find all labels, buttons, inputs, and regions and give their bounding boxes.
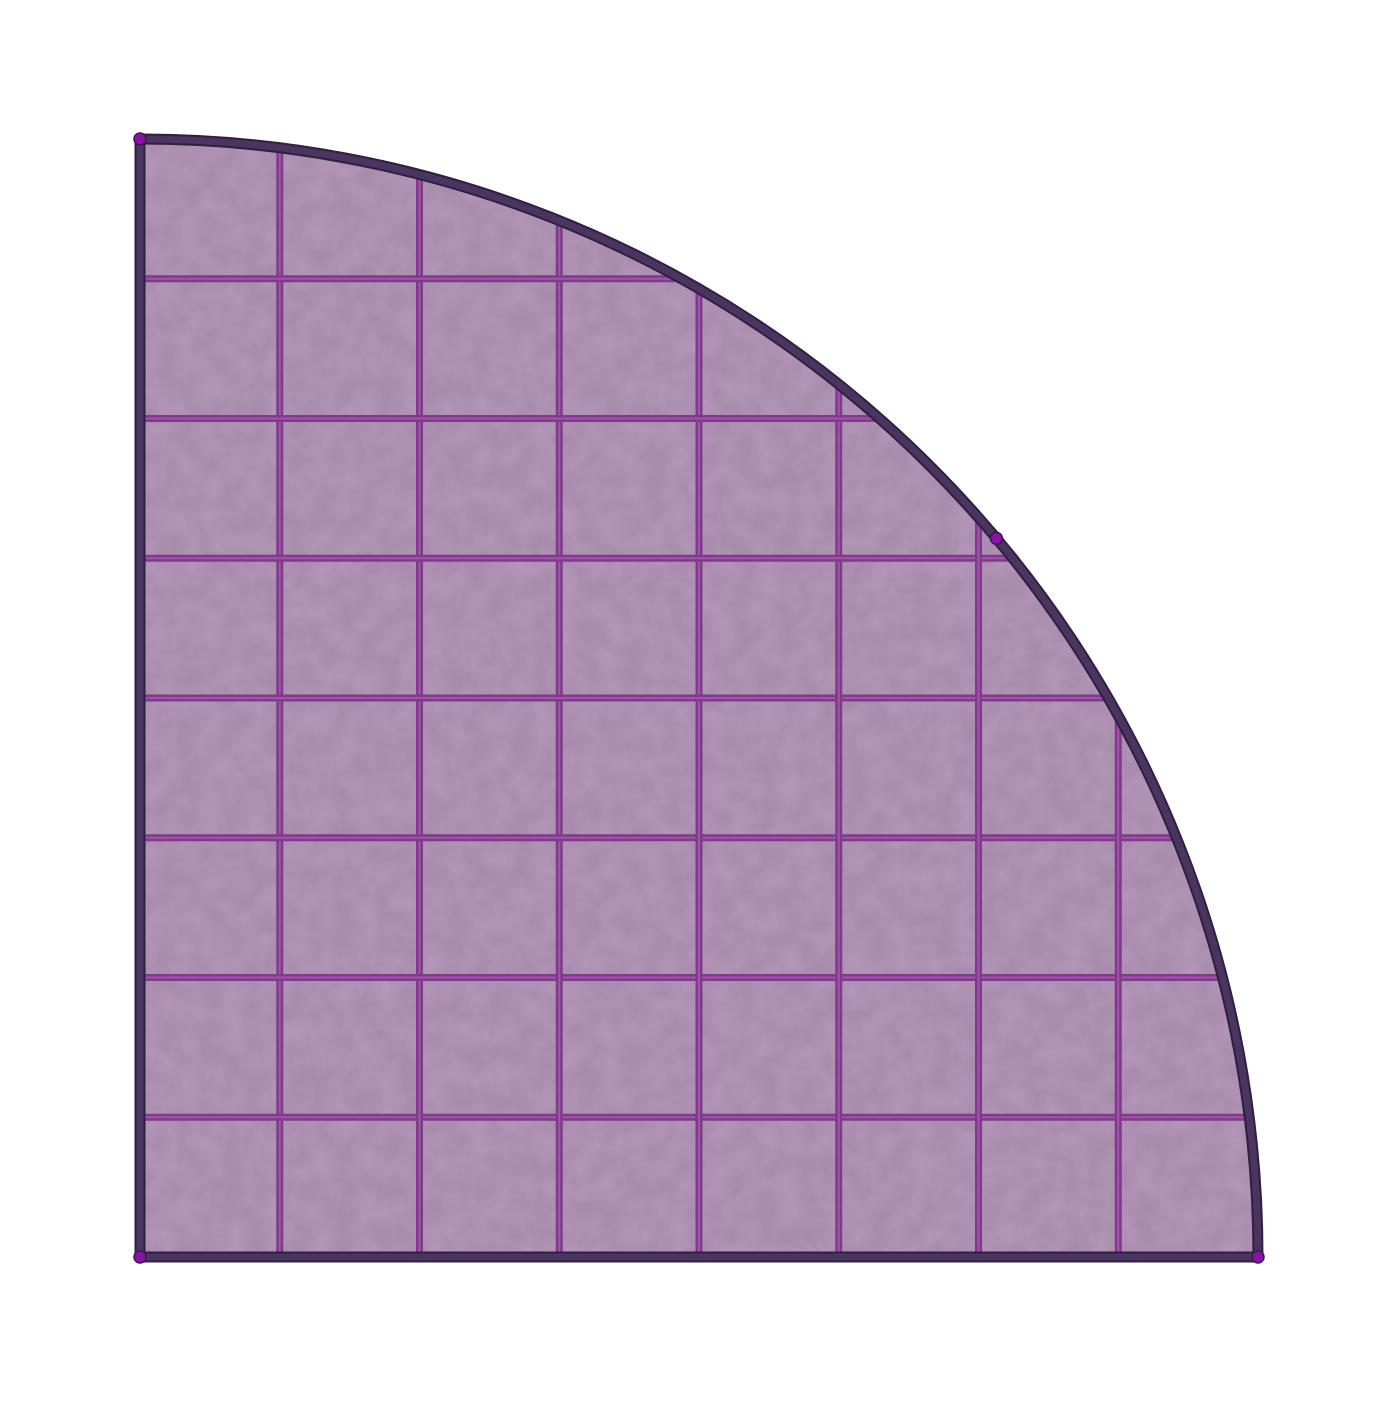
vertex-markers (133, 132, 1265, 1264)
vertex-marker-arc (989, 531, 1004, 546)
vertex-marker-top (133, 132, 147, 146)
sector-outline-stroke (136, 135, 1262, 1261)
vertex-marker-corner (133, 1250, 147, 1264)
sector-outline (134, 133, 1264, 1263)
vertex-marker-right (1251, 1250, 1265, 1264)
